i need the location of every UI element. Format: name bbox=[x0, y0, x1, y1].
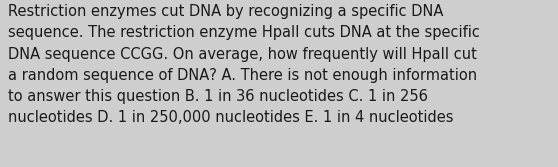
Text: Restriction enzymes cut DNA by recognizing a specific DNA
sequence. The restrict: Restriction enzymes cut DNA by recognizi… bbox=[8, 4, 480, 125]
